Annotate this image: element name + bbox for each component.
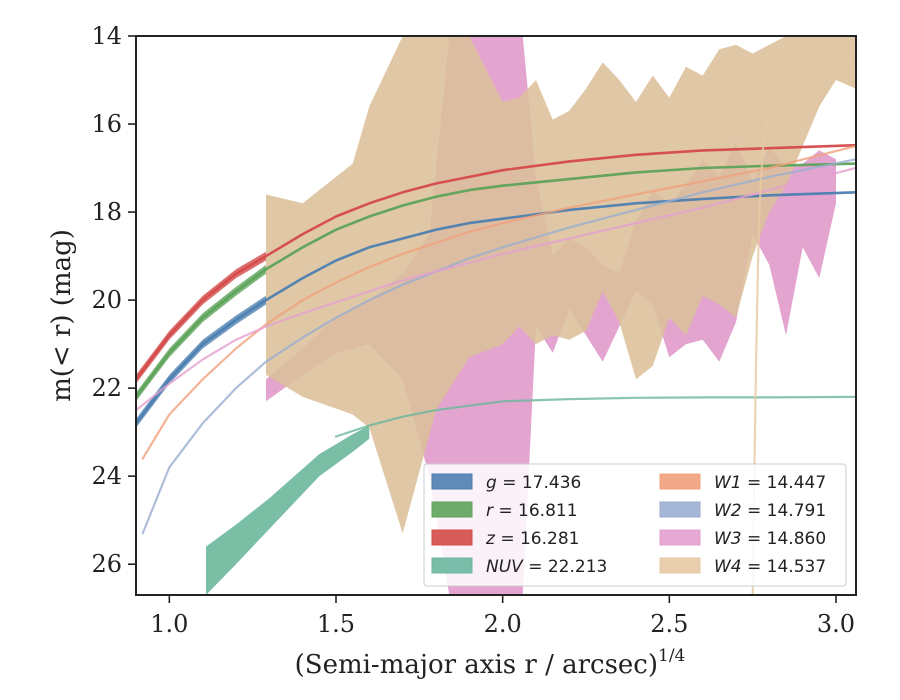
series-line-6 [136, 166, 856, 412]
x-tick-label: 2.5 [650, 610, 688, 638]
x-tick-label: 2.0 [484, 610, 522, 638]
series-line-2 [136, 143, 856, 381]
legend-swatch [431, 473, 473, 490]
legend-swatch [431, 529, 473, 546]
series-line-4 [141, 144, 856, 460]
x-axis-label: (Semi-major axis r / arcsec)1/4 [295, 646, 686, 680]
legend-swatch [659, 501, 701, 518]
legend-box [423, 463, 847, 587]
legend-swatch [659, 473, 701, 490]
y-tick-label: 14 [91, 22, 122, 50]
x-axis: 1.0 1.5 2.0 2.5 3.0 [150, 595, 855, 638]
y-tick-label: 18 [91, 198, 122, 226]
legend-label: W4 = 14.537 [714, 557, 826, 577]
x-axis-label-exponent: 1/4 [658, 646, 685, 666]
curves [136, 58, 856, 595]
legend-swatch [659, 529, 701, 546]
x-tick-label: 1.0 [150, 610, 188, 638]
series-line-1 [136, 162, 856, 399]
x-tick-label: 3.0 [817, 610, 855, 638]
y-axis: 14 16 18 20 22 24 26 [91, 22, 136, 578]
series-line-3 [334, 395, 856, 438]
x-axis-label-text: (Semi-major axis r / arcsec) [295, 650, 658, 680]
y-tick-label: 20 [91, 286, 122, 314]
legend-label: W3 = 14.860 [714, 529, 826, 549]
legend: g = 17.436 r = 16.811 z = 16.281 NUV = 22.2… [423, 463, 847, 587]
y-tick-label: 24 [91, 462, 122, 490]
legend-label: r = 16.811 [486, 501, 578, 521]
legend-swatch [659, 557, 701, 574]
x-tick-label: 1.5 [317, 610, 355, 638]
legend-swatch [431, 557, 473, 574]
series-line-0 [136, 191, 856, 425]
legend-label: NUV = 22.213 [486, 557, 607, 577]
series-line-5 [141, 158, 856, 535]
legend-label: W1 = 14.447 [714, 473, 826, 493]
error-band-0 [206, 425, 370, 595]
y-tick-label: 22 [91, 374, 122, 402]
series-line-7 [751, 58, 856, 595]
plot-frame [135, 35, 857, 596]
y-tick-label: 26 [91, 550, 122, 578]
y-axis-label: m(< r) (mag) [47, 229, 77, 402]
legend-swatch [431, 501, 473, 518]
legend-label: W2 = 14.791 [714, 501, 826, 521]
y-tick-label: 16 [91, 110, 122, 138]
legend-label: z = 16.281 [485, 529, 579, 549]
legend-label: g = 17.436 [486, 473, 581, 493]
error-band-5 [266, 36, 856, 534]
